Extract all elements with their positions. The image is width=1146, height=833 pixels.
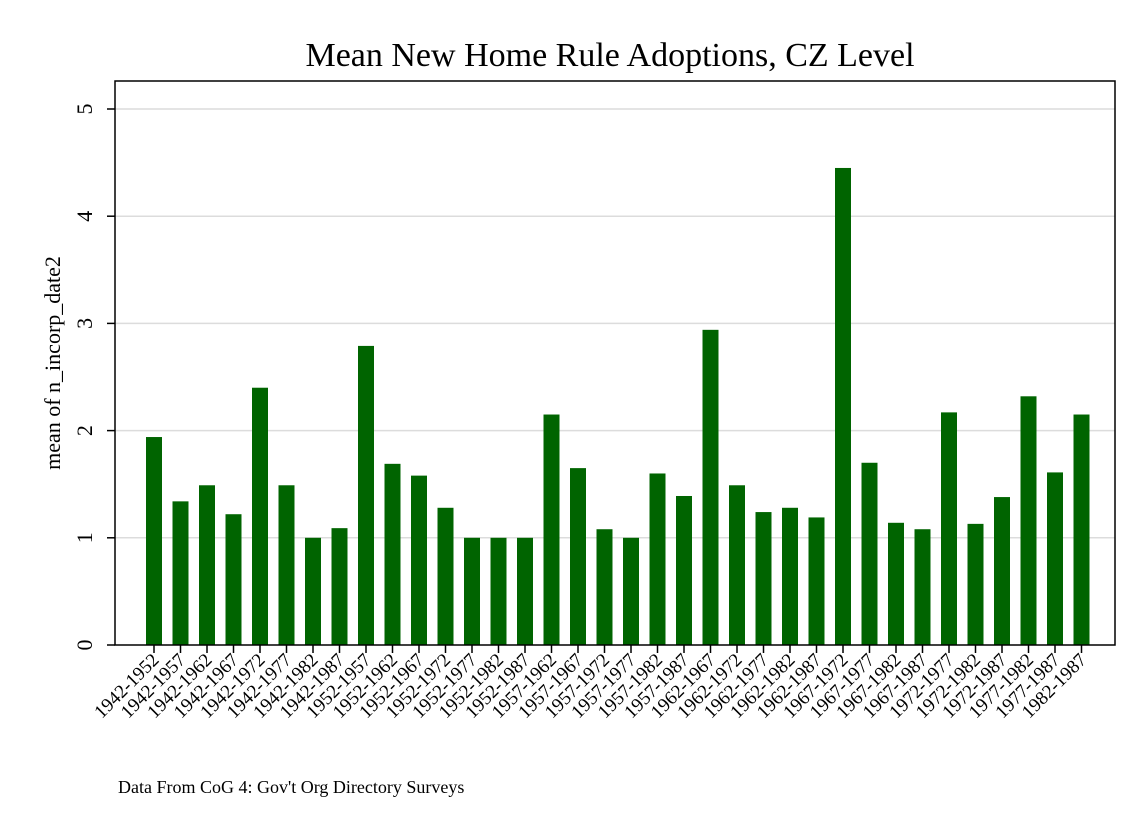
bar-1967-1982 <box>888 522 904 645</box>
y-axis-ticks: 0 1 2 3 4 5 <box>72 104 115 651</box>
bar-1942-1972 <box>252 387 268 645</box>
bar-1982-1987 <box>1073 414 1090 645</box>
y-tick-label: 4 <box>72 211 97 222</box>
bar-1972-1987 <box>994 497 1010 645</box>
bar-1952-1972 <box>437 507 454 645</box>
bar-1942-1962 <box>199 485 215 645</box>
bar-1957-1962 <box>543 414 560 645</box>
bar-1972-1982 <box>967 523 984 645</box>
y-tick-label: 0 <box>72 640 97 651</box>
bar-1972-1977 <box>941 412 957 645</box>
source-note: Data From CoG 4: Gov't Org Directory Sur… <box>118 777 464 797</box>
bar-1942-1982 <box>305 537 321 645</box>
bar-1957-1967 <box>570 468 586 645</box>
bar-1957-1972 <box>596 529 613 645</box>
bar-1962-1982 <box>782 507 798 645</box>
plot-frame <box>114 80 1116 646</box>
bar-1952-1982 <box>490 537 507 645</box>
bar-1957-1977 <box>623 537 639 645</box>
chart-title: Mean New Home Rule Adoptions, CZ Level <box>305 37 914 74</box>
bar-1942-1977 <box>278 485 295 645</box>
bar-1962-1967 <box>702 329 719 645</box>
bar-1957-1987 <box>676 495 692 645</box>
bar-1967-1972 <box>835 167 851 645</box>
bar-1952-1977 <box>464 537 480 645</box>
bar-1977-1982 <box>1020 396 1037 645</box>
y-tick-label: 1 <box>72 532 97 543</box>
bar-1962-1972 <box>729 485 745 645</box>
bar-1977-1987 <box>1047 472 1063 645</box>
bar-1942-1952 <box>146 437 162 645</box>
bar-1952-1987 <box>517 537 533 645</box>
bar-1942-1967 <box>225 514 242 645</box>
y-axis-label: mean of n_incorp_date2 <box>40 256 65 470</box>
bars <box>146 167 1090 645</box>
bar-1962-1987 <box>808 517 825 645</box>
bar-1952-1962 <box>384 463 401 645</box>
x-axis-ticks: 1942-19521942-19571942-19621942-19671942… <box>90 645 1091 723</box>
bar-1962-1977 <box>755 512 772 645</box>
bar-1942-1957 <box>172 501 189 645</box>
y-tick-label: 3 <box>72 318 97 329</box>
bar-1957-1982 <box>649 473 666 645</box>
bar-1967-1977 <box>861 462 878 645</box>
bar-1952-1957 <box>358 345 374 645</box>
bar-1952-1967 <box>411 475 427 645</box>
bar-1967-1987 <box>914 529 931 645</box>
bar-1942-1987 <box>331 528 348 645</box>
y-tick-label: 2 <box>72 425 97 436</box>
y-tick-label: 5 <box>72 104 97 115</box>
